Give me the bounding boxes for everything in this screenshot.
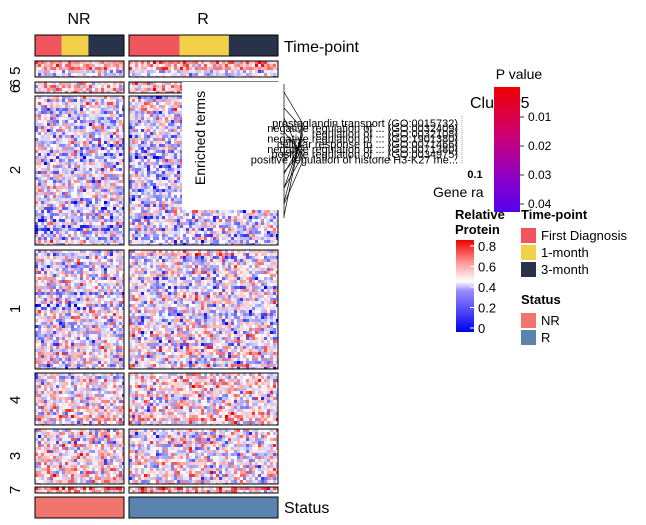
pvalue-legend: P value 0.01 0.02 0.03 0.04: [494, 66, 552, 212]
status-segment: [34, 496, 125, 519]
heatmap-block: [128, 486, 279, 494]
heatmap-block: [34, 486, 125, 494]
protein-legend: Relative Protein 0.8 0.6 0.4 0.2 0: [455, 207, 505, 336]
status-legend-label: R: [541, 330, 550, 345]
enrichment-term-label: positive regulation of histone H3-K27 me…: [251, 154, 458, 166]
status-annotation-label: Status: [284, 500, 329, 517]
pvalue-tick-label: 0.01: [528, 110, 552, 124]
protein-tick-label: 0: [478, 321, 485, 336]
protein-tick-label: 0.6: [478, 260, 496, 275]
pvalue-tick-label: 0.03: [528, 168, 552, 182]
enrichment-term-labels: prostaglandin transport (GO:0015732)nega…: [251, 118, 458, 166]
pvalue-legend-title: P value: [496, 66, 543, 82]
heatmap-block: [34, 60, 125, 78]
heatmap-block: [34, 95, 125, 246]
status-legend-title: Status: [521, 292, 561, 307]
status-legend-label: NR: [541, 313, 560, 328]
heatmap-block: [128, 60, 279, 78]
timepoint-legend-label: First Diagnosis: [541, 228, 627, 243]
protein-legend-title-2: Protein: [455, 222, 500, 237]
timepoint-legend-swatch: [521, 228, 536, 243]
enrichment-x-tick: 0.1: [467, 169, 482, 181]
timepoint-segment: [88, 35, 124, 56]
status-legend-swatch: [521, 330, 536, 345]
protein-tick-label: 0.8: [478, 239, 496, 254]
pvalue-tick-label: 0.04: [528, 197, 552, 211]
heatmap-block: [128, 428, 279, 485]
enrichment-term-label: prostaglandin transport (GO:0015732): [272, 118, 458, 130]
timepoint-segment: [228, 35, 278, 56]
enrichment-term-label: negative regulation of ... (GO:0071380): [267, 144, 458, 156]
enrichment-term-label: regulation of ... (GO:0032108): [312, 128, 458, 140]
enrichment-xlabel: Gene ra: [433, 184, 484, 200]
group-label-r: R: [197, 11, 209, 28]
cluster-label-4: 4: [7, 396, 24, 404]
timepoint-legend-label: 1-month: [541, 245, 589, 260]
group-label-nr: NR: [67, 11, 90, 28]
enrichment-inset: Enriched terms prostaglandin transport (…: [182, 82, 530, 218]
timepoint-segment: [179, 35, 229, 56]
status-segment: [128, 496, 279, 519]
row-cluster-labels: 6 5 6 2 1 4 3 7: [7, 67, 24, 495]
pvalue-tick-label: 0.02: [528, 139, 552, 153]
heatmap-block: [34, 428, 125, 485]
enrichment-ylabel: Enriched terms: [192, 91, 208, 185]
pvalue-legend-bar: [494, 87, 520, 212]
cluster-label-3: 3: [7, 452, 24, 460]
timepoint-annotation-label: Time-point: [284, 39, 360, 56]
cluster-label-6-5: 6 5: [7, 67, 24, 88]
enrichment-term-label: negative regulation of ... (GO:0032409): [267, 123, 458, 135]
heatmap-block: [128, 249, 279, 370]
heatmap-block: [128, 372, 279, 426]
heatmap-block: [34, 81, 125, 94]
enrichment-term-label: positive regulation of ... (GO:0034975): [272, 149, 459, 161]
protein-legend-title-1: Relative: [455, 207, 505, 222]
status-legend: Status NR R: [521, 292, 561, 345]
cluster-label-1: 1: [7, 305, 24, 313]
cluster-label-7: 7: [7, 486, 24, 494]
cluster-label-6: 6: [7, 85, 24, 93]
timepoint-segment: [129, 35, 180, 56]
timepoint-legend-title: Time-point: [521, 207, 588, 222]
protein-tick-label: 0.4: [478, 280, 496, 295]
enrichment-term-label: cellular response to ... (GO:0071466): [277, 139, 458, 151]
status-annotation: [34, 496, 279, 519]
heatmap-block: [34, 372, 125, 426]
status-legend-swatch: [521, 313, 536, 328]
timepoint-segment: [35, 35, 62, 56]
enrichment-term-label: negative regulation of ... (GO:1901380): [267, 134, 458, 146]
timepoint-segment: [61, 35, 89, 56]
timepoint-legend-swatch: [521, 245, 536, 260]
timepoint-annotation: [34, 34, 279, 57]
protein-tick-label: 0.2: [478, 301, 496, 316]
heatmap-block: [34, 249, 125, 370]
enrichment-connector-lines: [283, 84, 304, 218]
protein-legend-bar: [456, 240, 474, 332]
timepoint-legend: Time-point First Diagnosis 1-month 3-month: [521, 207, 627, 277]
timepoint-legend-label: 3-month: [541, 262, 589, 277]
timepoint-legend-swatch: [521, 262, 536, 277]
cluster-label-2: 2: [7, 166, 24, 174]
